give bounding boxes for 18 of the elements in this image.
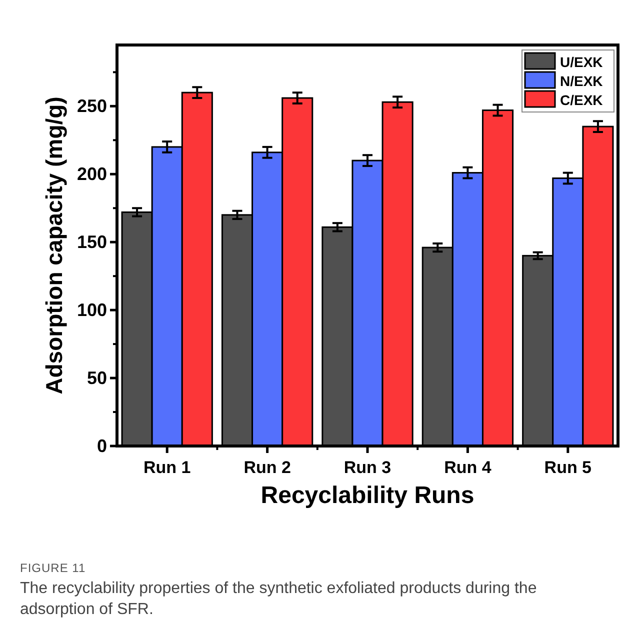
x-axis-title: Recyclability Runs — [260, 482, 474, 509]
x-tick-label: Run 2 — [244, 458, 291, 477]
y-tick-label: 200 — [76, 164, 107, 184]
y-axis-title: Adsorption capacity (mg/g) — [41, 96, 67, 394]
x-tick-label: Run 3 — [344, 458, 392, 477]
y-tick-label: 150 — [76, 232, 107, 252]
x-tick-label: Run 1 — [143, 458, 191, 477]
y-tick-label: 100 — [76, 300, 107, 320]
x-tick-label: Run 4 — [444, 458, 492, 477]
x-tick-label: Run 5 — [544, 458, 592, 477]
legend-label: C/EXK — [560, 92, 603, 108]
legend-label: N/EXK — [560, 73, 603, 89]
y-tick-label: 50 — [86, 368, 107, 388]
legend-label: U/EXK — [560, 54, 603, 70]
y-tick-label: 250 — [76, 96, 107, 116]
text: The recyclability properties of the synthetic exfoliated products during the adsorption of SFR. — [20, 579, 538, 620]
caption: FIGURE 11 — [20, 561, 86, 575]
y-tick-label: 0 — [96, 436, 107, 456]
